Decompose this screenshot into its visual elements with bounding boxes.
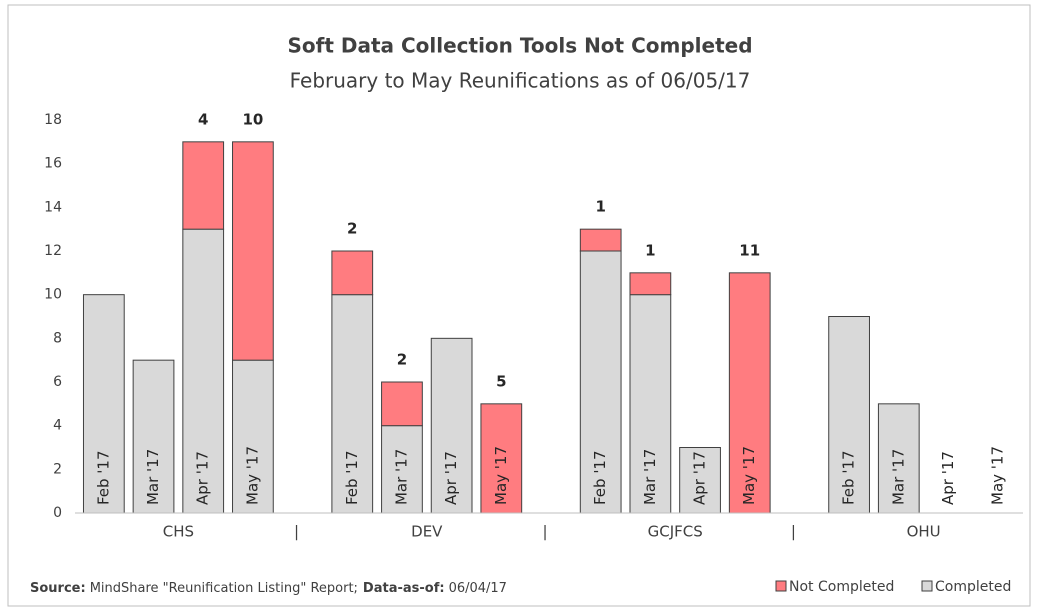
group-label: DEV bbox=[411, 523, 443, 541]
category-label: Feb '17 bbox=[343, 450, 361, 505]
date-text: 06/04/17 bbox=[449, 581, 507, 596]
bar-segment bbox=[82, 294, 125, 514]
category-label: Mar '17 bbox=[144, 449, 162, 505]
category-label: Feb '17 bbox=[591, 450, 609, 505]
legend-swatch bbox=[921, 580, 933, 592]
bar-segment bbox=[877, 403, 920, 514]
data-label: 2 bbox=[347, 220, 357, 238]
category-label: Apr '17 bbox=[194, 451, 212, 505]
legend-label: Not Completed bbox=[789, 579, 894, 595]
source-note: Source: MindShare "Reunification Listing"… bbox=[30, 581, 507, 596]
legend-swatch bbox=[775, 580, 787, 592]
bar-segment bbox=[232, 359, 274, 514]
bar-segment bbox=[728, 272, 771, 514]
category-label: Apr '17 bbox=[691, 451, 709, 505]
group-label: OHU bbox=[907, 523, 941, 541]
category-label: Apr '17 bbox=[442, 451, 460, 505]
data-label: 2 bbox=[397, 351, 407, 369]
chart-title: Soft Data Collection Tools Not Completed bbox=[287, 34, 752, 58]
category-label: Apr '17 bbox=[939, 451, 957, 505]
data-label: 11 bbox=[739, 241, 760, 259]
data-label: 10 bbox=[242, 110, 263, 128]
bar-segment bbox=[381, 425, 423, 514]
y-tick-label: 6 bbox=[53, 374, 62, 390]
category-label: May '17 bbox=[989, 446, 1007, 505]
bar-segment bbox=[232, 141, 274, 361]
group-separator: | bbox=[294, 523, 299, 541]
group-label: CHS bbox=[163, 523, 194, 541]
y-tick-label: 12 bbox=[44, 243, 62, 259]
category-label: Mar '17 bbox=[889, 449, 907, 505]
category-label: Mar '17 bbox=[641, 449, 659, 505]
category-label: Feb '17 bbox=[840, 450, 858, 505]
y-tick-label: 18 bbox=[44, 112, 62, 128]
group-separator: | bbox=[542, 523, 547, 541]
bar-segment bbox=[381, 381, 423, 427]
bar-segment bbox=[679, 447, 721, 514]
bar-segment bbox=[331, 250, 374, 296]
bar-segment bbox=[182, 141, 225, 230]
data-label: 1 bbox=[595, 198, 605, 216]
date-label: Data-as-of: bbox=[363, 581, 445, 596]
bar-segment bbox=[629, 294, 672, 514]
bar-segment bbox=[480, 403, 523, 514]
y-tick-label: 10 bbox=[44, 287, 62, 303]
category-label: Mar '17 bbox=[392, 449, 410, 505]
y-tick-label: 8 bbox=[53, 330, 62, 346]
category-label: May '17 bbox=[492, 446, 510, 505]
data-label: 1 bbox=[645, 241, 655, 259]
y-tick-label: 2 bbox=[53, 461, 62, 477]
bar-segment bbox=[579, 228, 622, 252]
y-tick-label: 4 bbox=[53, 418, 62, 434]
chart-frame bbox=[7, 4, 1031, 607]
y-tick-label: 0 bbox=[53, 505, 62, 521]
chart-subtitle: February to May Reunifications as of 06/… bbox=[290, 69, 751, 93]
source-label: Source: bbox=[30, 581, 86, 596]
group-separator: | bbox=[791, 523, 796, 541]
data-label: 4 bbox=[198, 110, 208, 128]
category-label: May '17 bbox=[243, 446, 261, 505]
group-label: GCJFCS bbox=[648, 523, 703, 541]
source-text: MindShare "Reunification Listing" Report… bbox=[90, 581, 358, 596]
data-label: 5 bbox=[496, 372, 506, 390]
y-tick-label: 14 bbox=[44, 199, 62, 215]
bar-segment bbox=[132, 359, 175, 514]
y-tick-label: 16 bbox=[44, 156, 62, 172]
bar-segment bbox=[629, 272, 672, 296]
category-label: Feb '17 bbox=[94, 450, 112, 505]
category-label: May '17 bbox=[740, 446, 758, 505]
legend-label: Completed bbox=[935, 579, 1011, 595]
